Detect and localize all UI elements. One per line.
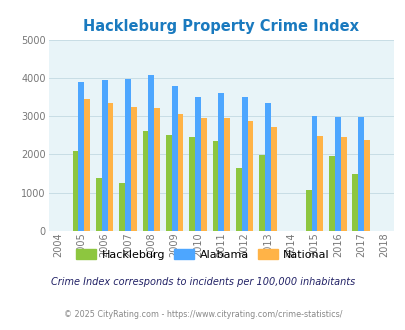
Bar bbox=[171, 86, 177, 231]
Legend: Hackleburg, Alabama, National: Hackleburg, Alabama, National bbox=[71, 245, 334, 264]
Bar bbox=[352, 174, 357, 231]
Bar bbox=[142, 131, 148, 231]
Bar bbox=[125, 79, 130, 231]
Bar bbox=[212, 141, 218, 231]
Bar bbox=[166, 135, 171, 231]
Bar bbox=[148, 75, 154, 231]
Bar bbox=[258, 155, 264, 231]
Bar bbox=[241, 97, 247, 231]
Bar bbox=[107, 103, 113, 231]
Bar bbox=[311, 116, 317, 231]
Text: © 2025 CityRating.com - https://www.cityrating.com/crime-statistics/: © 2025 CityRating.com - https://www.city… bbox=[64, 310, 341, 319]
Bar bbox=[194, 97, 200, 231]
Bar bbox=[102, 80, 107, 231]
Bar bbox=[119, 183, 125, 231]
Bar bbox=[305, 190, 311, 231]
Bar bbox=[357, 117, 363, 231]
Bar bbox=[189, 137, 194, 231]
Bar bbox=[247, 121, 253, 231]
Bar bbox=[224, 118, 230, 231]
Bar bbox=[96, 178, 102, 231]
Bar bbox=[340, 137, 346, 231]
Bar bbox=[334, 117, 340, 231]
Bar bbox=[363, 140, 369, 231]
Bar bbox=[317, 136, 322, 231]
Text: Crime Index corresponds to incidents per 100,000 inhabitants: Crime Index corresponds to incidents per… bbox=[51, 278, 354, 287]
Bar bbox=[78, 82, 84, 231]
Title: Hackleburg Property Crime Index: Hackleburg Property Crime Index bbox=[83, 19, 358, 34]
Bar bbox=[328, 156, 334, 231]
Bar bbox=[235, 168, 241, 231]
Bar bbox=[270, 127, 276, 231]
Bar bbox=[264, 103, 270, 231]
Bar bbox=[84, 99, 90, 231]
Bar bbox=[130, 107, 136, 231]
Bar bbox=[154, 108, 160, 231]
Bar bbox=[218, 93, 224, 231]
Bar bbox=[177, 114, 183, 231]
Bar bbox=[200, 118, 206, 231]
Bar bbox=[72, 150, 78, 231]
